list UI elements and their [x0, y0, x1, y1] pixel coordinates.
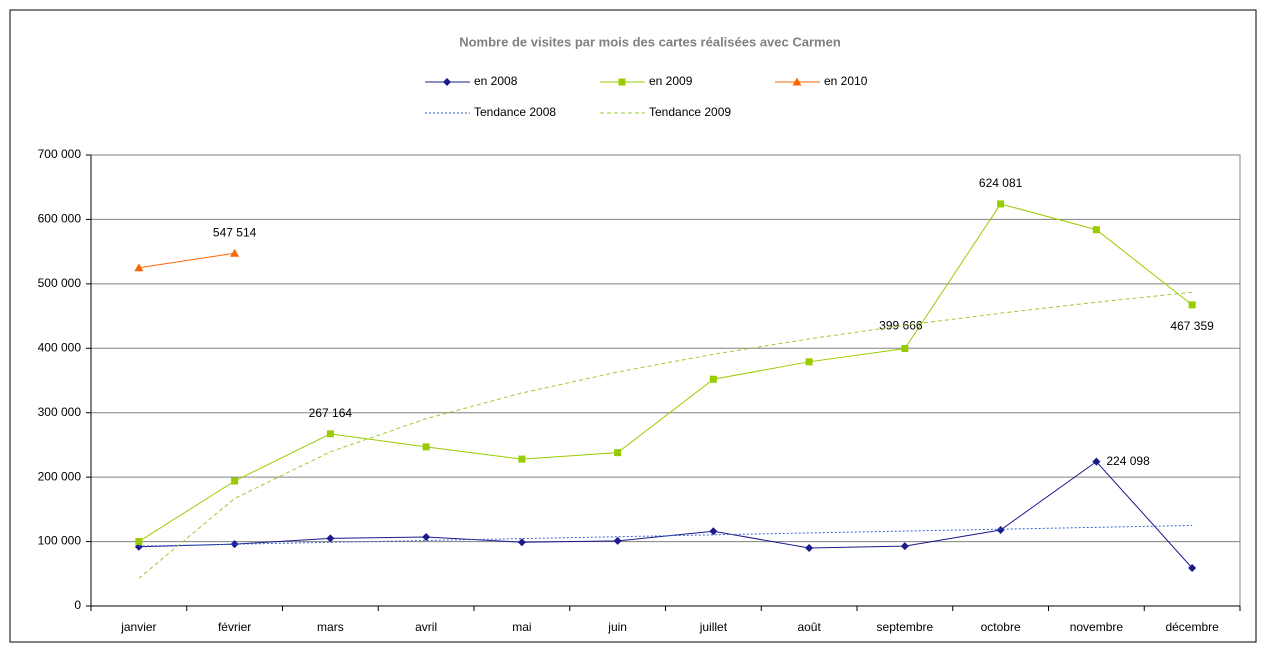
data-label: 267 164 [309, 406, 353, 420]
legend-label: Tendance 2008 [474, 105, 556, 119]
point [422, 533, 431, 542]
x-tick-label: septembre [877, 620, 934, 634]
point [618, 78, 626, 86]
point [997, 200, 1005, 208]
x-tick-label: mai [512, 620, 531, 634]
point [900, 542, 909, 551]
x-tick-label: juillet [699, 620, 728, 634]
point [1092, 457, 1101, 466]
point [1092, 226, 1100, 234]
y-tick-label: 600 000 [38, 212, 82, 226]
data-label: 467 359 [1170, 319, 1214, 333]
y-tick-label: 400 000 [38, 340, 82, 354]
point [230, 248, 240, 257]
series-line [138, 252, 235, 269]
y-tick-label: 0 [74, 598, 81, 612]
point [326, 430, 334, 438]
point [518, 455, 526, 463]
x-tick-label: juin [607, 620, 627, 634]
point [134, 263, 144, 272]
series-line [138, 203, 1193, 542]
y-tick-label: 200 000 [38, 469, 82, 483]
point [613, 536, 622, 545]
chart-title: Nombre de visites par mois des cartes ré… [459, 34, 841, 49]
point [422, 443, 430, 451]
x-tick-label: août [797, 620, 821, 634]
point [901, 345, 909, 353]
trend-line [138, 291, 1193, 579]
data-label: 399 666 [879, 319, 923, 333]
point [1188, 301, 1196, 309]
data-label: 224 098 [1106, 454, 1150, 468]
point [805, 544, 814, 553]
series-line [138, 460, 1193, 569]
point [792, 77, 802, 86]
point [517, 538, 526, 547]
x-tick-label: octobre [981, 620, 1021, 634]
legend-label: en 2008 [474, 74, 518, 88]
trend-line [138, 524, 1193, 547]
point [996, 525, 1005, 534]
point [231, 477, 239, 485]
x-tick-label: janvier [120, 620, 156, 634]
point [443, 78, 451, 86]
y-tick-label: 100 000 [38, 534, 82, 548]
y-tick-label: 500 000 [38, 276, 82, 290]
plot-area [90, 154, 1241, 607]
legend-label: en 2010 [824, 74, 868, 88]
point [805, 358, 813, 366]
x-tick-label: décembre [1165, 620, 1219, 634]
data-label: 624 081 [979, 176, 1023, 190]
point [709, 527, 718, 536]
point [135, 538, 143, 546]
data-label: 547 514 [213, 225, 257, 239]
point [1188, 563, 1197, 572]
y-tick-label: 300 000 [38, 405, 82, 419]
point [230, 540, 239, 549]
point [614, 449, 622, 457]
point [709, 375, 717, 383]
x-tick-label: avril [415, 620, 437, 634]
point [326, 534, 335, 543]
y-tick-label: 700 000 [38, 147, 82, 161]
x-tick-label: novembre [1070, 620, 1124, 634]
legend-label: en 2009 [649, 74, 693, 88]
x-tick-label: février [218, 620, 251, 634]
x-tick-label: mars [317, 620, 344, 634]
legend-label: Tendance 2009 [649, 105, 731, 119]
